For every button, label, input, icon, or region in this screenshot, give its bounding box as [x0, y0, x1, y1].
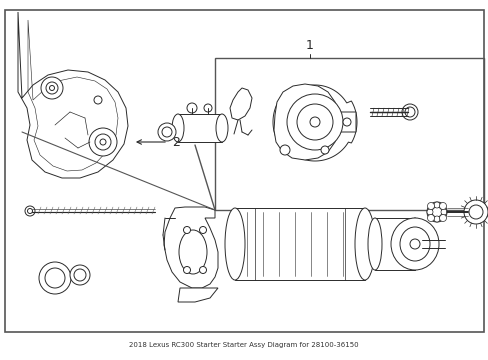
Bar — [178, 114, 222, 142]
Circle shape — [45, 268, 65, 288]
Ellipse shape — [224, 208, 244, 280]
Bar — [374, 218, 414, 270]
Ellipse shape — [367, 218, 381, 270]
Circle shape — [25, 206, 35, 216]
Circle shape — [433, 202, 439, 208]
Circle shape — [27, 208, 32, 213]
Circle shape — [468, 205, 482, 219]
Circle shape — [439, 202, 446, 210]
Circle shape — [49, 86, 54, 90]
Circle shape — [158, 123, 176, 141]
Circle shape — [320, 146, 328, 154]
Bar — [215, 58, 483, 210]
Circle shape — [433, 216, 439, 222]
Circle shape — [427, 202, 434, 210]
Circle shape — [41, 77, 63, 99]
Circle shape — [296, 104, 332, 140]
Polygon shape — [273, 84, 355, 160]
Polygon shape — [272, 85, 356, 161]
Circle shape — [309, 117, 319, 127]
Circle shape — [342, 118, 350, 126]
Circle shape — [440, 209, 446, 215]
Circle shape — [431, 207, 441, 217]
Circle shape — [439, 215, 446, 221]
Bar — [235, 208, 364, 280]
Ellipse shape — [172, 114, 183, 142]
Ellipse shape — [399, 227, 429, 261]
Ellipse shape — [216, 114, 227, 142]
Circle shape — [39, 262, 71, 294]
Circle shape — [404, 107, 414, 117]
Circle shape — [100, 139, 106, 145]
Circle shape — [199, 226, 206, 234]
Circle shape — [280, 145, 289, 155]
Polygon shape — [163, 207, 218, 288]
Circle shape — [409, 239, 419, 249]
Circle shape — [74, 269, 86, 281]
Circle shape — [46, 82, 58, 94]
Circle shape — [401, 104, 417, 120]
Circle shape — [70, 265, 90, 285]
Ellipse shape — [179, 230, 206, 274]
Bar — [5, 10, 483, 332]
Polygon shape — [229, 88, 251, 120]
Circle shape — [203, 104, 212, 112]
Polygon shape — [18, 12, 128, 178]
Circle shape — [286, 94, 342, 150]
Circle shape — [183, 226, 190, 234]
Circle shape — [186, 103, 197, 113]
Circle shape — [426, 209, 432, 215]
Circle shape — [95, 134, 111, 150]
Circle shape — [89, 128, 117, 156]
Text: 1: 1 — [305, 39, 313, 52]
Polygon shape — [178, 288, 218, 302]
Ellipse shape — [354, 208, 374, 280]
Circle shape — [427, 215, 434, 221]
Circle shape — [199, 266, 206, 274]
Text: 2: 2 — [172, 135, 180, 149]
Ellipse shape — [390, 218, 438, 270]
Text: 2018 Lexus RC300 Starter Starter Assy Diagram for 28100-36150: 2018 Lexus RC300 Starter Starter Assy Di… — [129, 342, 358, 348]
Circle shape — [426, 202, 446, 222]
Circle shape — [183, 266, 190, 274]
Ellipse shape — [407, 218, 421, 270]
Circle shape — [162, 127, 172, 137]
Circle shape — [94, 96, 102, 104]
Circle shape — [463, 200, 487, 224]
